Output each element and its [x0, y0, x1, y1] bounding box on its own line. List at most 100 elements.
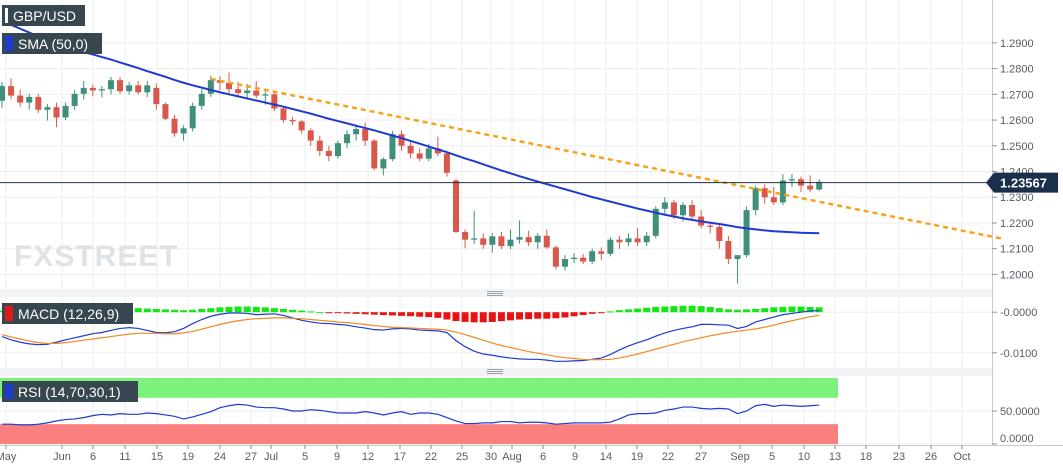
candle-body	[107, 80, 114, 90]
candle	[62, 102, 69, 121]
macd-histogram-bar	[770, 307, 778, 313]
date-tick-label: 23	[893, 451, 905, 463]
candle	[89, 84, 96, 97]
candle	[153, 83, 160, 110]
date-tick-label: 22	[425, 451, 437, 463]
candle-body	[371, 140, 378, 169]
date-tick-label: Oct	[953, 451, 970, 463]
candle	[561, 255, 568, 271]
symbol-label-text: GBP/USD	[13, 8, 76, 24]
candle	[8, 78, 15, 100]
date-tick-label: 24	[214, 451, 226, 463]
macd-histogram	[0, 305, 823, 323]
candle-body	[598, 251, 605, 254]
date-tick-label: 5	[769, 451, 775, 463]
macd-histogram-bar	[234, 306, 242, 313]
macd-histogram-bar	[579, 312, 587, 316]
date-tick-label: 15	[151, 451, 163, 463]
macd-histogram-bar	[561, 312, 569, 318]
macd-histogram-bar	[652, 306, 660, 313]
candle-body	[362, 129, 369, 141]
candle-body	[752, 188, 759, 211]
candle-body	[661, 202, 668, 209]
macd-histogram-bar	[543, 312, 551, 319]
candle-body	[126, 85, 133, 92]
candle-body	[743, 210, 750, 256]
resize-handle[interactable]	[487, 291, 503, 296]
candle-body	[262, 94, 269, 96]
symbol-label: GBP/USD	[2, 5, 85, 26]
rsi-tick-label: 50.0000	[1000, 406, 1040, 418]
macd-histogram-bar	[134, 308, 142, 313]
macd-tick-label: -0.0100	[1000, 348, 1037, 360]
candle	[643, 231, 650, 247]
candle-body	[325, 150, 332, 157]
candle-body	[162, 104, 169, 119]
candle-body	[525, 237, 532, 243]
candle-body	[652, 208, 659, 236]
candle-body	[298, 121, 305, 131]
candle	[534, 233, 541, 249]
candle	[725, 235, 732, 265]
candle-body	[153, 87, 160, 105]
candle	[398, 130, 405, 151]
candle-body	[35, 96, 42, 110]
candle-body	[779, 180, 786, 203]
candle	[325, 145, 332, 162]
candle-body	[807, 185, 814, 190]
candle	[734, 255, 741, 284]
date-tick-label: 9	[334, 451, 340, 463]
candle-body	[344, 134, 351, 144]
candle	[198, 89, 205, 110]
macd-histogram-bar	[189, 309, 197, 313]
date-tick-label: 13	[829, 451, 841, 463]
candle	[652, 206, 659, 239]
date-tick-label: 19	[182, 451, 194, 463]
date-tick-label: 6	[90, 451, 96, 463]
macd-histogram-bar	[152, 308, 160, 313]
date-tick-label: Sep	[730, 451, 750, 463]
macd-histogram-bar	[570, 312, 578, 317]
macd-histogram-bar	[379, 312, 387, 316]
candle-body	[489, 236, 496, 245]
macd-histogram-bar	[270, 308, 278, 313]
macd-histogram-bar	[316, 312, 324, 314]
date-tick-label: May	[0, 451, 17, 463]
candle	[788, 174, 795, 187]
candle	[117, 76, 124, 94]
macd-histogram-bar	[661, 306, 669, 313]
macd-tick-label: -0.0000	[1000, 307, 1037, 319]
sma-50-line	[1, 20, 820, 235]
candle	[80, 80, 87, 100]
candle-body	[462, 231, 469, 240]
macd-histogram-bar	[488, 312, 496, 322]
macd-histogram-bar	[497, 312, 505, 322]
macd-panel	[0, 297, 992, 368]
macd-histogram-bar	[715, 308, 723, 313]
macd-histogram-bar	[443, 312, 451, 320]
macd-histogram-bar	[325, 312, 333, 314]
macd-histogram-bar	[733, 309, 741, 313]
price-tick-label: 1.2600	[1000, 115, 1034, 127]
macd-histogram-bar	[407, 312, 415, 317]
candle	[180, 125, 187, 141]
candle	[743, 206, 750, 258]
macd-histogram-bar	[752, 308, 760, 313]
date-tick-label: 18	[860, 451, 872, 463]
candle	[807, 175, 814, 193]
price-tick-label: 1.2900	[1000, 38, 1034, 50]
date-tick-label: Jul	[264, 451, 278, 463]
macd-histogram-bar	[298, 310, 306, 313]
candle	[407, 140, 414, 159]
resize-handle[interactable]	[487, 369, 503, 374]
candle-body	[353, 129, 360, 135]
candle	[280, 107, 287, 123]
candle-body	[552, 247, 559, 267]
candle-body	[189, 105, 196, 129]
candle	[625, 233, 632, 247]
macd-histogram-bar	[588, 312, 596, 314]
price-axis-ticks: 1.20001.21001.22001.23001.24001.25001.26…	[992, 38, 1034, 281]
candle-body	[634, 238, 641, 243]
price-panel	[0, 0, 992, 289]
